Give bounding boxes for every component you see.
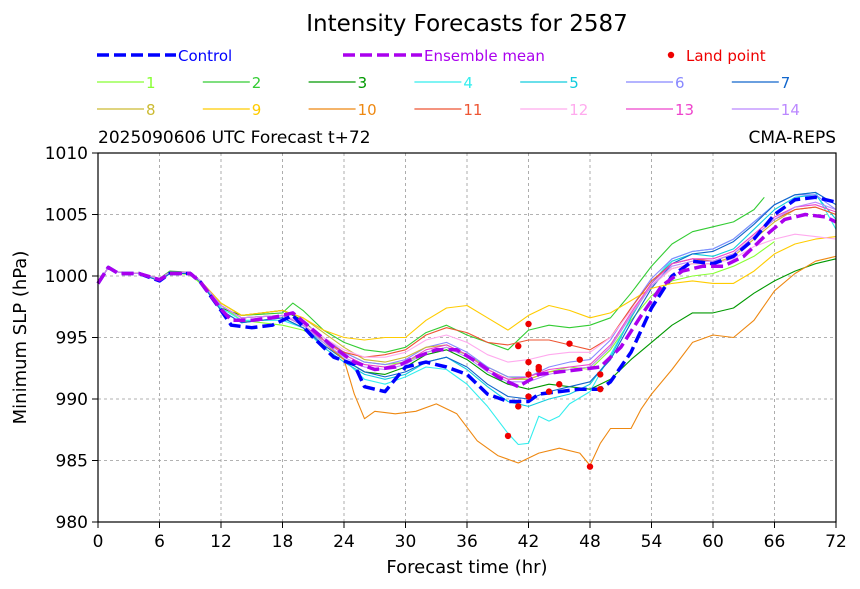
legend-member-4-label: 4 bbox=[463, 74, 473, 92]
x-tick-label: 66 bbox=[764, 532, 786, 552]
model-name-label: CMA-REPS bbox=[748, 128, 836, 148]
land-point-marker bbox=[525, 320, 532, 328]
legend-member-2-label: 2 bbox=[252, 74, 262, 92]
land-point-marker bbox=[504, 432, 512, 440]
x-tick-label: 42 bbox=[518, 532, 540, 552]
x-tick-label: 54 bbox=[641, 532, 663, 552]
y-tick-label: 990 bbox=[56, 390, 88, 410]
x-tick-label: 12 bbox=[210, 532, 232, 552]
land-point-marker bbox=[545, 388, 553, 395]
legend-member-5-label: 5 bbox=[569, 74, 579, 92]
legend-member-8-label: 8 bbox=[146, 101, 156, 119]
legend-member-9-label: 9 bbox=[252, 101, 262, 119]
y-tick-label: 1005 bbox=[45, 206, 88, 226]
legend-member-11-label: 11 bbox=[463, 101, 482, 119]
forecast-info-label: 2025090606 UTC Forecast t+72 bbox=[98, 128, 371, 148]
legend-member-1-label: 1 bbox=[146, 74, 156, 92]
land-points bbox=[504, 320, 604, 470]
series-line-member-1 bbox=[97, 241, 775, 380]
land-point-marker bbox=[525, 358, 532, 366]
axes: 0 6 12 18 24 30 36 42 48 54 60 66 72 980 985 990 995 1000… bbox=[10, 144, 847, 578]
legend-ensemble-mean-label: Ensemble mean bbox=[424, 47, 545, 65]
y-axis-label: Minimum SLP (hPa) bbox=[10, 251, 31, 425]
legend-control-label: Control bbox=[178, 47, 232, 65]
land-point-marker bbox=[515, 403, 522, 410]
chart-title: Intensity Forecasts for 2587 bbox=[306, 11, 628, 37]
x-tick-label: 0 bbox=[93, 532, 104, 552]
legend-member-10-label: 10 bbox=[358, 101, 377, 119]
series-line-control bbox=[96, 195, 837, 404]
legend-land-point-marker bbox=[667, 51, 675, 59]
x-tick-label: 36 bbox=[456, 532, 478, 552]
y-tick-label: 995 bbox=[56, 329, 88, 349]
series-line-ensemble-mean bbox=[96, 212, 837, 389]
land-point-marker bbox=[566, 340, 573, 347]
land-point-marker bbox=[525, 393, 532, 400]
y-tick-label: 1010 bbox=[45, 144, 88, 164]
x-tick-label: 48 bbox=[579, 532, 601, 552]
legend-member-14-label: 14 bbox=[781, 101, 800, 119]
legend-member-6-label: 6 bbox=[675, 74, 685, 92]
land-point-marker bbox=[597, 371, 604, 378]
x-tick-label: 18 bbox=[272, 532, 294, 552]
legend-member-7-label: 7 bbox=[781, 74, 791, 92]
title-group: Intensity Forecasts for 2587 2025090606 U… bbox=[98, 11, 836, 148]
legend-member-3-label: 3 bbox=[358, 74, 368, 92]
y-tick-label: 1000 bbox=[45, 267, 88, 287]
land-point-marker bbox=[597, 385, 604, 393]
series-lines bbox=[96, 191, 837, 466]
x-tick-label: 60 bbox=[702, 532, 724, 552]
land-point-marker bbox=[556, 381, 563, 388]
y-tick-label: 980 bbox=[56, 513, 88, 533]
grid bbox=[98, 153, 836, 522]
land-point-marker bbox=[576, 356, 583, 363]
x-tick-label: 6 bbox=[154, 532, 165, 552]
land-point-marker bbox=[586, 463, 594, 470]
x-tick-label: 72 bbox=[825, 532, 847, 552]
land-point-marker bbox=[515, 342, 522, 350]
x-axis-label: Forecast time (hr) bbox=[386, 557, 547, 578]
y-tick-label: 985 bbox=[56, 452, 88, 472]
legend-land-point-label: Land point bbox=[686, 47, 766, 65]
land-point-marker bbox=[525, 371, 532, 378]
legend-member-12-label: 12 bbox=[569, 101, 588, 119]
legend-member-13-label: 13 bbox=[675, 101, 694, 119]
x-tick-label: 24 bbox=[333, 532, 355, 552]
x-tick-label: 30 bbox=[395, 532, 417, 552]
land-point-marker bbox=[535, 366, 542, 373]
